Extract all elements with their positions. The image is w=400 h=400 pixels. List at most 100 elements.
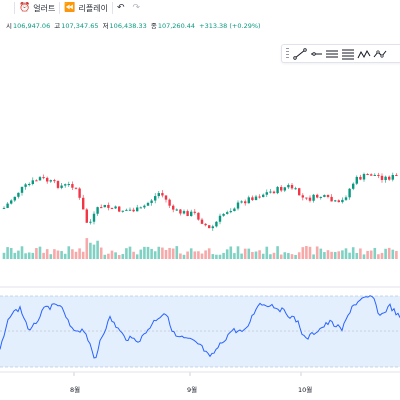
replay-button[interactable]: ⏪ 리플레이 xyxy=(64,0,108,16)
volume-bar xyxy=(114,252,117,259)
volume-bar xyxy=(107,253,110,259)
volume-bar xyxy=(13,252,17,259)
candle-body xyxy=(265,192,268,195)
candle-body xyxy=(128,209,132,211)
candle-body xyxy=(240,201,243,203)
volume-bar xyxy=(348,252,351,259)
candle-body xyxy=(337,200,340,203)
volume-bar xyxy=(272,252,276,259)
volume-bar xyxy=(74,251,78,259)
trend-line-icon[interactable] xyxy=(293,47,307,60)
volume-bar xyxy=(197,251,200,259)
volume-bar xyxy=(243,248,247,259)
volume-bar xyxy=(117,254,121,259)
volume-bar xyxy=(218,254,222,259)
path-icon[interactable] xyxy=(373,48,387,60)
candle-body xyxy=(154,196,157,201)
candle-body xyxy=(121,210,124,212)
volume-bar xyxy=(96,240,99,259)
candle-body xyxy=(352,183,355,189)
volume-bar xyxy=(45,249,49,259)
candle-body xyxy=(200,219,204,224)
candle-body xyxy=(395,174,398,176)
volume-bar xyxy=(276,246,279,259)
candle-body xyxy=(308,197,312,201)
candle-body xyxy=(377,174,380,176)
change-value: +313.38 (+0.29%) xyxy=(199,22,261,30)
volume-bar xyxy=(81,251,85,259)
volume-bar xyxy=(229,246,233,259)
volume-bar xyxy=(153,251,157,259)
candle-body xyxy=(132,209,135,212)
candle-body xyxy=(193,211,196,213)
candle-body xyxy=(60,185,63,188)
candle-body xyxy=(236,202,240,209)
volume-bar xyxy=(384,248,387,259)
drag-handle[interactable] xyxy=(286,48,289,59)
candle-body xyxy=(125,209,128,211)
volume-bar xyxy=(297,252,301,259)
candle-body xyxy=(215,221,218,227)
undo-button[interactable]: ↶ xyxy=(117,0,125,16)
ohlc-legend: 시106,947.06 고107,347.65 저106,438.33 종107… xyxy=(6,20,263,30)
volume-bar xyxy=(56,250,60,259)
volume-bar xyxy=(380,252,384,259)
volume-bar xyxy=(222,252,225,259)
volume-bar xyxy=(344,248,348,259)
candle-body xyxy=(276,187,279,194)
candle-body xyxy=(82,197,85,210)
volume-bar xyxy=(60,251,63,259)
candle-body xyxy=(38,177,42,181)
candle-body xyxy=(380,175,384,180)
candle-body xyxy=(78,188,81,198)
candle-body xyxy=(20,186,24,193)
close-label: 종 xyxy=(150,22,157,30)
volume-bar xyxy=(121,254,125,259)
volume-bar xyxy=(261,253,265,259)
x-axis-label-aug: 8월 xyxy=(70,386,81,394)
candle-body xyxy=(168,199,171,206)
volume-bar xyxy=(17,250,20,259)
volume-bar xyxy=(236,246,240,259)
candle-body xyxy=(290,184,294,189)
candle-body xyxy=(13,196,16,201)
volume-bar xyxy=(330,251,333,259)
volume-bar xyxy=(387,247,391,259)
drawing-tools-bar xyxy=(281,44,400,63)
volume-bar xyxy=(168,247,171,259)
volume-bar xyxy=(294,254,297,259)
candle-body xyxy=(179,209,182,214)
candle-body xyxy=(359,176,362,180)
volume-bar xyxy=(182,254,186,259)
candle-body xyxy=(326,195,330,197)
volume-bar xyxy=(308,246,312,259)
volume-bar xyxy=(337,251,341,259)
redo-button[interactable]: ↷ xyxy=(133,0,141,16)
volume-bar xyxy=(233,253,236,259)
candle-body xyxy=(312,194,315,201)
ray-icon[interactable] xyxy=(309,48,323,60)
volume-bar xyxy=(99,247,103,259)
candle-body xyxy=(150,200,153,203)
x-axis-label-oct: 10월 xyxy=(298,386,313,394)
volume-bar xyxy=(49,254,53,259)
alert-button[interactable]: ⏰ 얼러트 xyxy=(19,0,55,16)
candle-body xyxy=(85,209,88,223)
redo-icon: ↷ xyxy=(132,2,141,13)
candle-body xyxy=(366,174,369,176)
alert-label: 얼러트 xyxy=(33,3,56,13)
horizontal-lines-icon[interactable] xyxy=(325,48,339,60)
volume-bar xyxy=(333,252,337,259)
volume-bar xyxy=(38,246,42,259)
fib-icon[interactable] xyxy=(341,48,355,60)
candle-body xyxy=(49,180,52,182)
candle-body xyxy=(92,213,96,222)
low-label: 저 xyxy=(102,22,109,30)
candle-body xyxy=(229,211,232,213)
pattern-icon[interactable] xyxy=(357,48,371,60)
volume-bar xyxy=(240,253,243,259)
candle-body xyxy=(262,194,265,198)
candle-body xyxy=(182,211,186,214)
volume-bar xyxy=(369,250,373,259)
